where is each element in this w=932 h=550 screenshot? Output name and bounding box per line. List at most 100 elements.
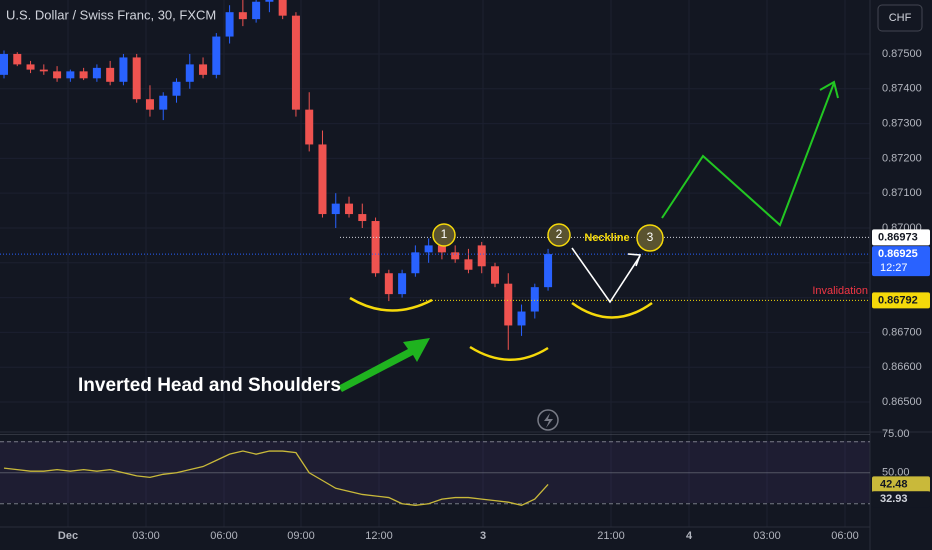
y-tick-label: 0.86600 [882, 361, 922, 373]
candle-body [291, 15, 300, 110]
candle-body [199, 64, 208, 75]
candle-body [504, 283, 513, 326]
candle-body [411, 252, 420, 274]
rsi-line [3, 450, 549, 506]
x-tick-label: 12:00 [365, 530, 393, 542]
right-shoulder-arc [571, 301, 653, 319]
neckline-tag: 0.86973 [878, 231, 918, 243]
candle-body [517, 311, 526, 326]
last-price-tag-bg [872, 246, 930, 277]
candle-body [185, 64, 194, 82]
pattern-arrow [338, 338, 430, 392]
candle-body [252, 1, 261, 20]
x-tick-label: Dec [58, 530, 78, 542]
price-pane [0, 0, 870, 350]
candle-body [345, 203, 354, 215]
candle-body [212, 36, 221, 75]
candle-body [53, 71, 62, 79]
x-tick-label: 06:00 [210, 530, 238, 542]
projection-arrowhead [627, 253, 642, 267]
point-label: 1 [441, 227, 448, 241]
axes: Dec 03:00 06:00 09:00 12:00 3 21:00 4 03:00 06:00… [58, 48, 930, 542]
candle-body [464, 259, 473, 270]
y-tick-label: 0.87200 [882, 152, 922, 164]
point-label: 3 [647, 230, 654, 244]
target-arrowhead [819, 80, 839, 99]
target-line [661, 82, 835, 227]
x-tick-label: 03:00 [753, 530, 781, 542]
rsi-tick-label: 75.00 [882, 428, 910, 440]
candle-body [92, 67, 101, 79]
candle-body [398, 273, 407, 295]
candle-body [278, 0, 287, 16]
chart-title: U.S. Dollar / Swiss Franc, 30, FXCM [6, 7, 216, 22]
candle-body [159, 95, 168, 110]
candle-body [544, 254, 553, 288]
invalidation-tag-bg [872, 292, 930, 309]
y-tick-label: 0.87100 [882, 187, 922, 199]
candle-body [26, 64, 35, 70]
y-tick-label: 0.87400 [882, 83, 922, 95]
candle-body [119, 57, 128, 82]
point-circle [432, 223, 456, 247]
left-shoulder-arc [349, 296, 433, 312]
x-tick-label: 06:00 [831, 530, 859, 542]
neckline-label: Neckline [584, 232, 629, 244]
rsi-tick-label: 50.00 [882, 467, 910, 479]
candle-body [424, 245, 433, 253]
projection-line [571, 247, 641, 304]
candle-body [13, 53, 22, 65]
drawings [349, 80, 839, 361]
head-arc [469, 345, 549, 361]
x-tick-label: 4 [686, 530, 693, 542]
candle-body [145, 99, 154, 110]
candle-body [384, 273, 393, 295]
candle-body [305, 109, 314, 145]
y-tick-label: 0.86700 [882, 326, 922, 338]
rsi-band [0, 441, 870, 503]
x-tick-label: 03:00 [132, 530, 160, 542]
candle-body [0, 53, 8, 75]
x-tick-label: 09:00 [287, 530, 315, 542]
currency-box[interactable] [877, 4, 923, 32]
last-price-tag: 0.86925 [878, 248, 918, 260]
circles: 1 2 3 [432, 223, 664, 252]
rsi-signal-tag-bg [872, 491, 930, 508]
neckline-tag-bg [872, 229, 930, 246]
candle-body [39, 69, 48, 72]
pattern-label: Inverted Head and Shoulders [78, 375, 341, 396]
candle-body [437, 245, 446, 253]
countdown: 12:27 [880, 262, 908, 274]
rsi-signal-tag: 32.93 [880, 493, 908, 505]
rsi-last-tag-bg [872, 476, 930, 493]
replay-bolt [544, 413, 553, 428]
y-tick-label: 0.87500 [882, 48, 922, 60]
candle-body [106, 67, 115, 82]
rsi-last-tag: 42.48 [880, 478, 908, 490]
candle-body [371, 221, 380, 274]
candle-body [172, 81, 181, 96]
invalidation-label: Invalidation [812, 285, 868, 297]
candle-body [66, 71, 75, 79]
candle-body [132, 57, 141, 100]
y-tick-label: 0.87300 [882, 117, 922, 129]
candle-body [265, 0, 274, 2]
invalidation-tag: 0.86792 [878, 294, 918, 306]
candle-body [318, 144, 327, 215]
y-tick-label: 0.86500 [882, 396, 922, 408]
x-tick-label: 3 [480, 530, 486, 542]
point-label: 2 [556, 227, 563, 241]
currency: CHF [889, 12, 912, 24]
point-circle [547, 223, 571, 247]
candle-body [79, 71, 88, 79]
candle-body [490, 266, 499, 284]
x-tick-label: 21:00 [597, 530, 625, 542]
replay-icon[interactable] [537, 409, 559, 431]
candle-body [530, 287, 539, 312]
point-circle [636, 224, 664, 252]
candle-body [451, 252, 460, 260]
rsi-pane [0, 434, 870, 506]
grid [0, 0, 870, 527]
